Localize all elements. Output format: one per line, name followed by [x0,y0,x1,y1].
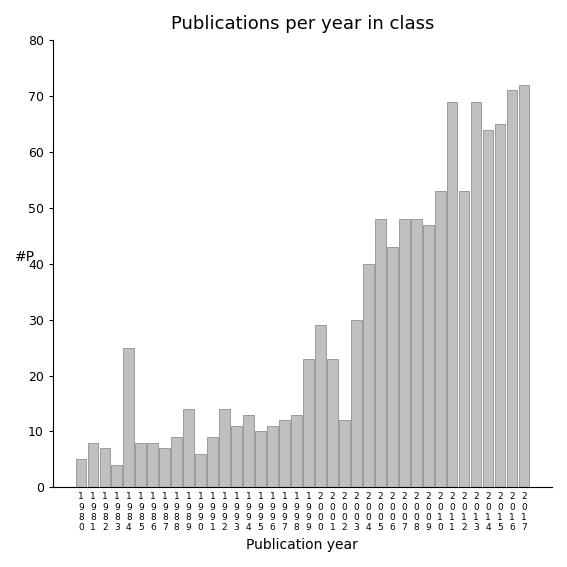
Bar [471,101,481,488]
Bar [159,448,170,488]
Bar [255,431,266,488]
Bar [411,219,421,488]
Bar [112,465,122,488]
Bar [483,130,493,488]
Bar [267,426,278,488]
Bar [231,426,242,488]
Bar [279,420,290,488]
Bar [519,85,530,488]
Title: Publications per year in class: Publications per year in class [171,15,434,33]
Bar [291,414,302,488]
Bar [339,420,350,488]
Bar [375,219,386,488]
Bar [136,443,146,488]
Bar [351,320,362,488]
Bar [459,191,469,488]
Bar [171,437,182,488]
Bar [506,90,517,488]
Bar [147,443,158,488]
Bar [447,101,458,488]
Bar [423,225,434,488]
Bar [243,414,254,488]
Bar [195,454,206,488]
Bar [315,325,326,488]
Y-axis label: #P: #P [15,249,35,264]
Bar [219,409,230,488]
Bar [183,409,194,488]
Bar [363,264,374,488]
Bar [99,448,110,488]
Bar [399,219,409,488]
Bar [87,443,98,488]
X-axis label: Publication year: Publication year [247,538,358,552]
Bar [387,247,397,488]
Bar [124,348,134,488]
Bar [75,459,86,488]
Bar [435,191,446,488]
Bar [494,124,505,488]
Bar [327,359,338,488]
Bar [208,437,218,488]
Bar [303,359,314,488]
